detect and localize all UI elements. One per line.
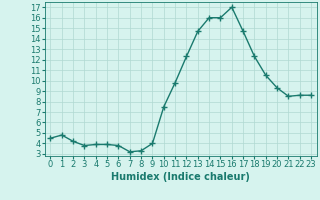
X-axis label: Humidex (Indice chaleur): Humidex (Indice chaleur) (111, 172, 250, 182)
